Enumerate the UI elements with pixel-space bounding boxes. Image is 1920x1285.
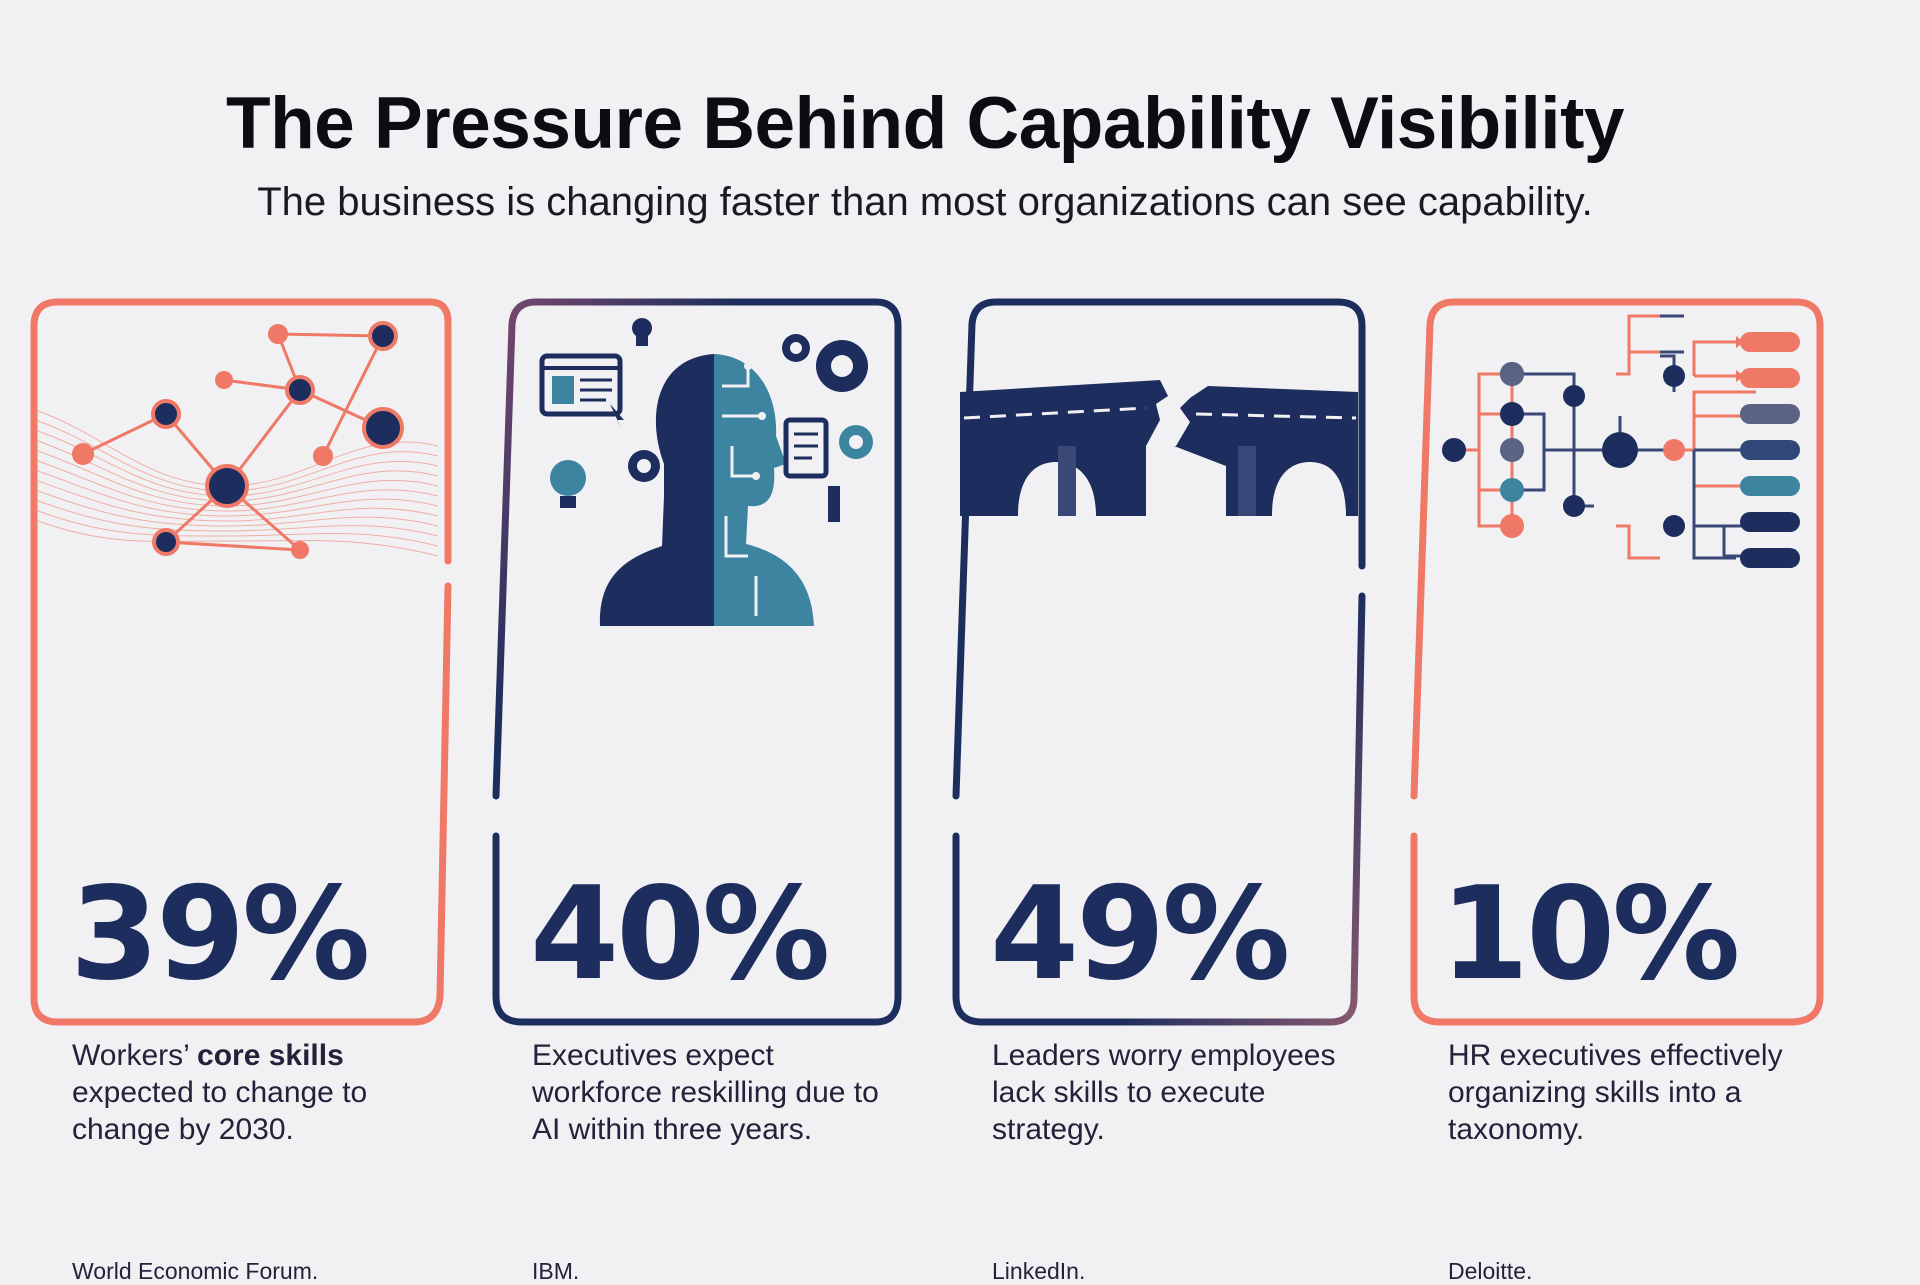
card-frame [1410,298,1824,1026]
stat-source: LinkedIn. [992,1258,1086,1284]
stat-card-2: 40% Executives expect workforce reskilli… [486,296,902,1284]
broken-bridge-icon [960,380,1358,516]
stat-description: Leaders worry employees lack skills to e… [992,1039,1336,1146]
stat-description: HR executives effectively organizing ski… [1448,1039,1783,1146]
stat-description: Executives expect workforce reskilling d… [532,1039,879,1146]
page-title: The Pressure Behind Capability Visibilit… [225,83,1625,164]
ai-human-head-icon [539,318,873,626]
stat-card-3: 49% Leaders worry employees lack skills … [946,296,1366,1284]
stat-source: World Economic Forum. [72,1258,319,1284]
card-frame [952,298,1366,1026]
stat-card-4: 10% HR executives effectively organizing… [1404,296,1824,1284]
card-frame [492,298,902,1026]
stat-source: Deloitte. [1448,1258,1533,1284]
network-nodes-icon [37,321,439,559]
stat-value: 49% [990,860,1290,1009]
stat-description: Workers’ core skills expected to change … [72,1039,368,1146]
stat-source: IBM. [532,1258,580,1284]
stat-value: 40% [530,860,830,1009]
stat-card-1: 39% Workers’ core skills expected to cha… [28,296,452,1284]
stat-value: 39% [70,860,370,1009]
skills-taxonomy-tree-icon [1442,314,1800,568]
page-subtitle: The business is changing faster than mos… [257,180,1593,224]
card-frame [30,298,452,1026]
stat-value: 10% [1440,860,1740,1009]
